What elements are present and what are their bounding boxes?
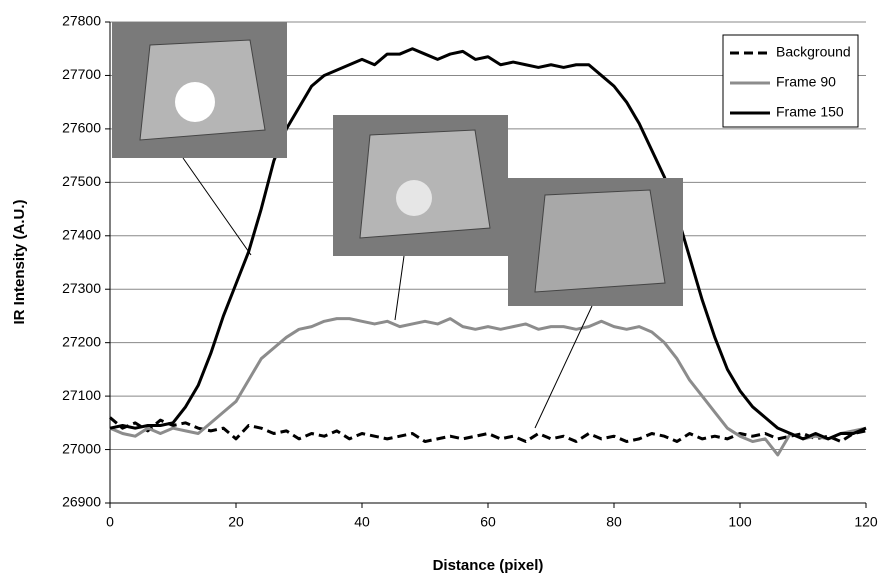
legend: Background Frame 90 Frame 150 [722,34,859,128]
legend-label: Frame 150 [776,104,844,120]
plot-area: 26900 27000 27100 27200 27300 27400 27500 27600… [62,13,878,530]
x-tick-label: 20 [228,514,244,530]
y-tick-label: 27100 [62,387,101,403]
legend-label: Background [776,44,851,60]
y-axis-title: IR Intensity (A.U.) [11,199,28,324]
x-tick-label: 120 [854,514,878,530]
series-line [109,317,867,457]
y-tick-label: 27800 [62,13,101,29]
y-tick-label: 27000 [62,440,101,456]
y-tick-label: 27500 [62,173,101,189]
x-tick-label: 40 [354,514,370,530]
x-tick-label: 60 [480,514,496,530]
y-tick-label: 27300 [62,280,101,296]
x-axis-title: Distance (pixel) [433,557,544,574]
y-tick-label: 27200 [62,333,101,349]
series-line [109,47,867,441]
x-tick-label: 0 [106,514,114,530]
legend-label: Frame 90 [776,74,836,90]
x-tick-label: 100 [728,514,752,530]
series-line [109,416,867,444]
y-tick-label: 27700 [62,66,101,82]
y-tick-label: 26900 [62,494,101,510]
inset-frame-150 [112,22,287,256]
inset-frame-90 [333,115,508,321]
y-tick-label: 27400 [62,226,101,242]
x-tick-label: 80 [606,514,622,530]
inset-images [112,22,683,429]
y-tick-label: 27600 [62,120,101,136]
inset-background [508,178,683,429]
